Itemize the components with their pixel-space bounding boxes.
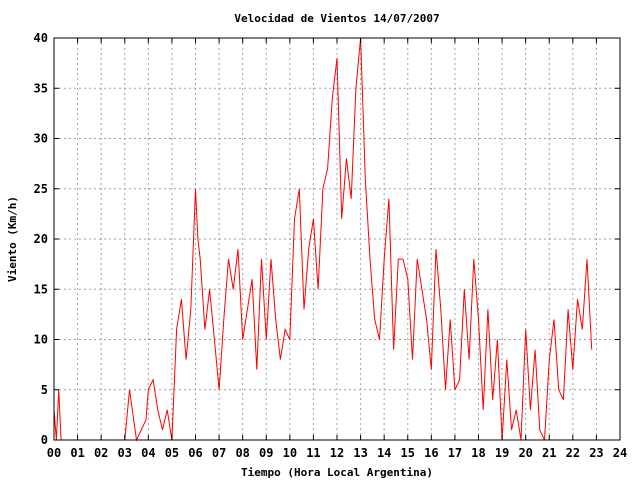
y-tick-label: 5: [41, 383, 48, 397]
grid-lines: [54, 38, 620, 440]
x-tick-label: 18: [471, 446, 485, 460]
x-axis-title: Tiempo (Hora Local Argentina): [241, 466, 433, 479]
y-axis: 0 5 10 15 20 25 30 35 40: [34, 31, 620, 447]
x-tick-label: 09: [259, 446, 273, 460]
x-tick-label: 04: [141, 446, 155, 460]
y-tick-label: 40: [34, 31, 48, 45]
y-tick-label: 0: [41, 433, 48, 447]
x-tick-label: 12: [330, 446, 344, 460]
x-tick-label: 24: [613, 446, 627, 460]
y-axis-title: Viento (Km/h): [6, 196, 19, 282]
y-tick-label: 10: [34, 333, 48, 347]
x-axis: 00 01 02 03 04 05 06 07 08 09 10 11 12 13 14 15 16 17 18 19…: [47, 38, 627, 460]
x-tick-label: 19: [495, 446, 509, 460]
x-tick-label: 21: [542, 446, 556, 460]
wind-speed-series-line: [53, 37, 593, 442]
y-tick-label: 30: [34, 132, 48, 146]
x-tick-label: 05: [165, 446, 179, 460]
x-tick-label: 01: [70, 446, 84, 460]
x-tick-label: 20: [518, 446, 532, 460]
x-tick-label: 23: [589, 446, 603, 460]
x-tick-label: 16: [424, 446, 438, 460]
y-tick-label: 25: [34, 182, 48, 196]
y-tick-label: 20: [34, 232, 48, 246]
x-tick-label: 08: [235, 446, 249, 460]
x-tick-label: 06: [188, 446, 202, 460]
x-tick-label: 15: [401, 446, 415, 460]
x-tick-label: 02: [94, 446, 108, 460]
y-tick-label: 15: [34, 282, 48, 296]
x-tick-label: 07: [212, 446, 226, 460]
x-tick-label: 17: [448, 446, 462, 460]
x-tick-label: 03: [118, 446, 132, 460]
y-tick-label: 35: [34, 81, 48, 95]
x-tick-label: 11: [306, 446, 320, 460]
x-tick-label: 14: [377, 446, 391, 460]
x-tick-label: 10: [283, 446, 297, 460]
chart-title: Velocidad de Vientos 14/07/2007: [234, 12, 439, 25]
x-tick-label: 00: [47, 446, 61, 460]
x-tick-label: 22: [566, 446, 580, 460]
series-layer: [53, 37, 593, 442]
x-tick-label: 13: [353, 446, 367, 460]
